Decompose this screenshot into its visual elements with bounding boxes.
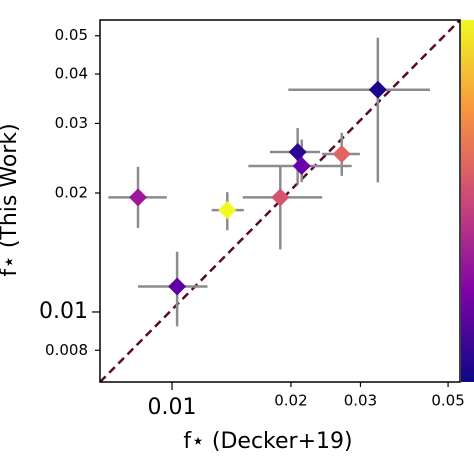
y-tick-label: 0.01 bbox=[39, 299, 88, 324]
y-tick-label: 0.04 bbox=[55, 65, 88, 83]
data-point bbox=[332, 145, 351, 164]
data-point bbox=[288, 142, 307, 161]
y-axis-label: f⋆ (This Work) bbox=[0, 123, 22, 276]
x-tick-label: 0.05 bbox=[431, 392, 464, 410]
y-tick-label: 0.02 bbox=[55, 184, 88, 202]
data-point bbox=[168, 277, 187, 296]
colorbar bbox=[461, 20, 474, 382]
y-tick-label: 0.008 bbox=[45, 341, 88, 359]
y-tick-label: 0.05 bbox=[55, 26, 88, 44]
data-point bbox=[218, 201, 237, 220]
data-point bbox=[368, 80, 387, 99]
data-point bbox=[271, 188, 290, 207]
axes-frame bbox=[99, 19, 461, 383]
data-point bbox=[292, 157, 311, 176]
x-tick-label: 0.03 bbox=[344, 392, 377, 410]
plot-area bbox=[108, 37, 431, 327]
x-tick-label: 0.02 bbox=[274, 392, 307, 410]
y-tick-label: 0.03 bbox=[55, 114, 88, 132]
one-to-one-line bbox=[99, 19, 461, 383]
data-point bbox=[129, 188, 148, 207]
x-tick-label: 0.01 bbox=[148, 395, 197, 420]
x-axis-label: f⋆ (Decker+19) bbox=[183, 429, 352, 454]
